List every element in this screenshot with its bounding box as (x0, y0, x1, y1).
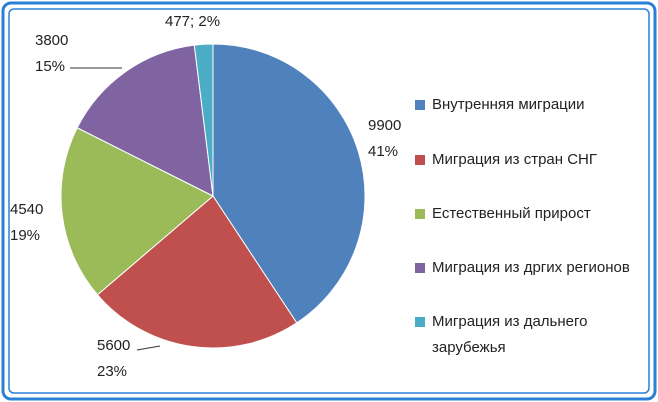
data-label: 3800 (35, 32, 68, 49)
pie-slice (96, 195, 298, 349)
legend-item: Миграция из стран СНГ (415, 147, 630, 173)
legend-swatch (415, 155, 425, 165)
legend-label: Миграция из стран СНГ (432, 151, 598, 168)
legend-label: Естественный прирост (432, 205, 591, 222)
legend-label: Миграция из дальнего зарубежья (432, 313, 588, 356)
data-label: 23% (97, 363, 127, 380)
legend-swatch (415, 317, 425, 327)
legend-item: Миграция из дргих регионов (415, 255, 630, 281)
legend-label: Внутренняя миграции (432, 96, 585, 113)
pie-slice (60, 127, 214, 296)
data-label: 41% (368, 143, 398, 160)
legend-swatch (415, 100, 425, 110)
legend-item: Миграция из дальнего зарубежья (415, 309, 630, 361)
data-label: 9900 (368, 117, 401, 134)
legend-swatch (415, 263, 425, 273)
legend-item: Внутренняя миграции (415, 92, 630, 118)
legend-item: Естественный прирост (415, 201, 630, 227)
data-label: 477; 2% (165, 13, 220, 30)
leader-line (136, 345, 161, 351)
data-label: 19% (10, 227, 40, 244)
frame-inner (8, 8, 650, 394)
legend-swatch (415, 209, 425, 219)
data-label: 15% (35, 58, 65, 75)
pie-slice (76, 44, 214, 197)
pie-slice (193, 43, 214, 197)
data-label: 5600 (97, 337, 130, 354)
data-label: 4540 (10, 201, 43, 218)
legend-label: Миграция из дргих регионов (432, 259, 630, 276)
